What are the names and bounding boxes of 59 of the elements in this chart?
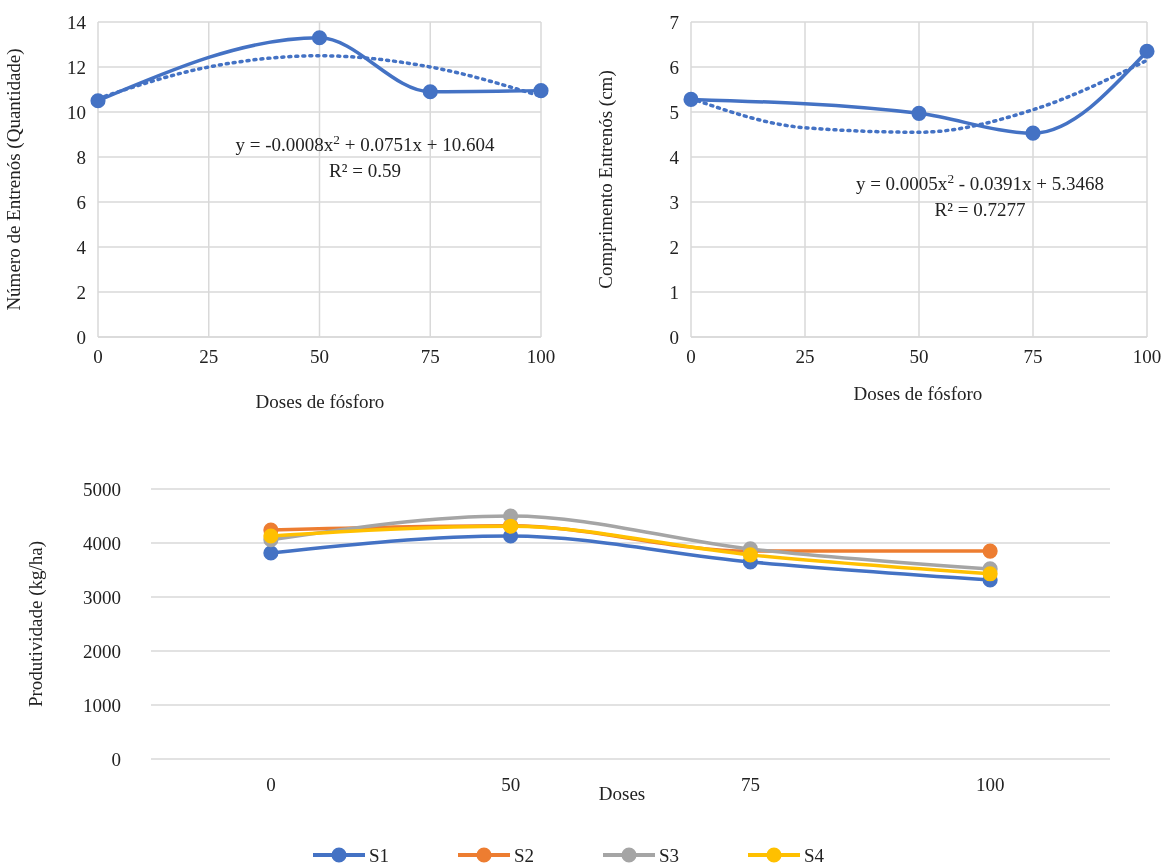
legend-label: S1 xyxy=(369,845,390,865)
y-tick-label: 0 xyxy=(111,748,121,770)
y-tick-label: 1 xyxy=(669,281,679,303)
annotation: R² = 0.7277 xyxy=(934,199,1026,220)
y-tick-label: 1000 xyxy=(83,694,121,716)
y-axis-title: Produtividade (kg/ha) xyxy=(25,540,47,708)
point xyxy=(263,528,279,544)
x-tick-label: 50 xyxy=(310,346,329,367)
x-tick-label: 100 xyxy=(526,346,556,367)
x-tick-label: 75 xyxy=(740,774,760,795)
y-tick-label: 6 xyxy=(76,191,86,213)
y-tick-label: 6 xyxy=(669,56,679,78)
x-tick-label: 75 xyxy=(420,346,440,367)
y-axis-title: Número de Entrenós (Quantidade) xyxy=(3,48,25,311)
x-axis-title: Doses de fósforo xyxy=(255,391,385,412)
point xyxy=(1025,125,1041,141)
y-tick-label: 2000 xyxy=(83,640,121,662)
x-tick-label: 75 xyxy=(1023,346,1043,367)
y-tick-label: 3 xyxy=(669,191,679,213)
y-axis-title: Comprimento Entrenós (cm) xyxy=(595,70,617,289)
y-tick-label: 10 xyxy=(67,101,86,123)
x-tick-label: 50 xyxy=(909,346,929,367)
y-tick-label: 12 xyxy=(67,56,86,78)
y-tick-label: 4 xyxy=(669,146,680,168)
y-tick-label: 2 xyxy=(669,236,679,258)
x-tick-label: 25 xyxy=(199,346,219,367)
y-tick-label: 5 xyxy=(669,101,679,123)
y-tick-label: 5000 xyxy=(83,478,121,500)
y-tick-label: 8 xyxy=(76,146,86,168)
x-tick-label: 0 xyxy=(266,774,276,795)
point xyxy=(982,566,998,582)
point xyxy=(911,105,927,121)
x-axis-title: Doses de fósforo xyxy=(853,383,983,404)
x-axis-title: Doses xyxy=(598,783,646,804)
x-tick-label: 100 xyxy=(975,774,1005,795)
legend-label: S2 xyxy=(514,845,535,865)
y-tick-label: 14 xyxy=(67,11,87,33)
y-tick-label: 7 xyxy=(669,11,679,33)
y-tick-label: 4 xyxy=(76,236,87,258)
x-tick-label: 50 xyxy=(501,774,521,795)
annotation: R² = 0.59 xyxy=(329,160,401,181)
x-tick-label: 25 xyxy=(795,346,815,367)
y-tick-label: 2 xyxy=(76,281,86,303)
point xyxy=(1139,43,1155,59)
y-tick-label: 4000 xyxy=(83,532,121,554)
x-tick-label: 100 xyxy=(1132,346,1162,367)
annotation: y = 0.0005x$^{2}$ - 0.0391x + 5.3468 xyxy=(855,170,1105,194)
point xyxy=(982,543,998,559)
y-tick-label: 3000 xyxy=(83,586,121,608)
y-tick-label: 0 xyxy=(76,326,86,348)
legend-label: S4 xyxy=(804,845,825,865)
point xyxy=(742,547,758,563)
point xyxy=(422,84,438,100)
annotation: y = -0.0008x$^{2}$ + 0.0751x + 10.604 xyxy=(235,131,495,155)
x-tick-label: 0 xyxy=(686,346,696,367)
legend-label: S3 xyxy=(659,845,680,865)
y-tick-label: 0 xyxy=(669,326,679,348)
point xyxy=(311,30,328,46)
point xyxy=(263,545,279,561)
